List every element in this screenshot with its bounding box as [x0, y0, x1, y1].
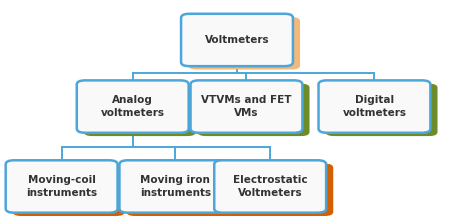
Text: VTVMs and FET
VMs: VTVMs and FET VMs: [201, 95, 292, 118]
Text: Voltmeters: Voltmeters: [205, 35, 269, 45]
FancyBboxPatch shape: [326, 84, 438, 136]
FancyBboxPatch shape: [214, 160, 326, 213]
FancyBboxPatch shape: [119, 160, 231, 213]
FancyBboxPatch shape: [221, 164, 333, 216]
Text: Electrostatic
Voltmeters: Electrostatic Voltmeters: [233, 175, 308, 198]
Text: Moving iron
instruments: Moving iron instruments: [140, 175, 211, 198]
FancyBboxPatch shape: [181, 14, 293, 66]
Text: Analog
voltmeters: Analog voltmeters: [100, 95, 165, 118]
FancyBboxPatch shape: [127, 164, 238, 216]
FancyBboxPatch shape: [198, 84, 310, 136]
FancyBboxPatch shape: [319, 80, 430, 133]
FancyBboxPatch shape: [77, 80, 189, 133]
FancyBboxPatch shape: [6, 160, 118, 213]
FancyBboxPatch shape: [84, 84, 196, 136]
FancyBboxPatch shape: [13, 164, 125, 216]
Text: Moving-coil
instruments: Moving-coil instruments: [26, 175, 97, 198]
FancyBboxPatch shape: [191, 80, 302, 133]
Text: Digital
voltmeters: Digital voltmeters: [342, 95, 407, 118]
FancyBboxPatch shape: [188, 17, 300, 69]
